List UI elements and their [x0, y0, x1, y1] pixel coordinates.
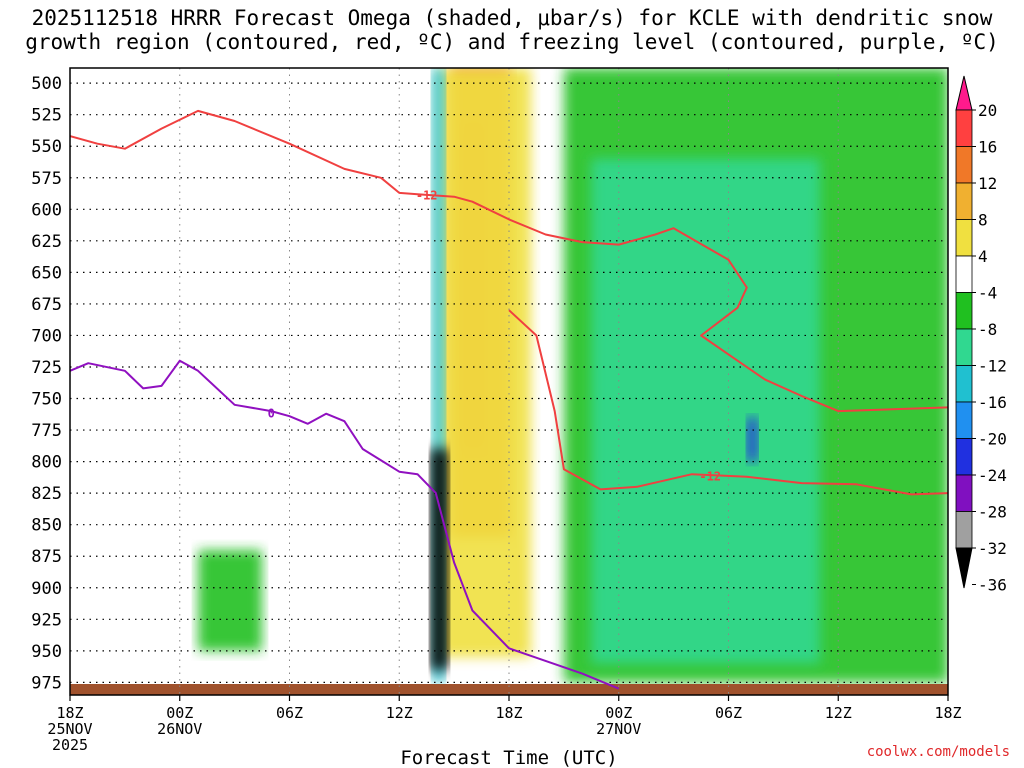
colorbar-label-10: -24 [978, 466, 1007, 485]
colorbar-swatch-11 [955, 474, 973, 512]
x-tick-label-42-0: 12Z [825, 704, 852, 722]
omega-shading [198, 68, 948, 683]
colorbar: 20 16 12 8 4 -4 -8 -12 -16 -20 -24 -28 -32 -36 [955, 75, 1007, 595]
x-axis-label: Forecast Time (UTC) [400, 747, 617, 768]
colorbar-label-4: 4 [978, 247, 988, 266]
y-tick-label-625: 625 [31, 232, 62, 252]
y-tick-label-925: 925 [31, 610, 62, 630]
colorbar-label-8: -16 [978, 393, 1007, 412]
y-tick-label-525: 525 [31, 106, 62, 126]
dgz-label-b: -12 [699, 470, 721, 484]
colorbar-arrow-bottom [955, 547, 973, 589]
dgz-isotherm-2 [508, 309, 948, 496]
y-tick-label-725: 725 [31, 358, 62, 378]
shade-ascent-inner [591, 158, 820, 664]
y-tick-label-950: 950 [31, 642, 62, 662]
x-tick-label-24-0: 18Z [495, 704, 522, 722]
colorbar-label-1: 16 [978, 138, 997, 157]
colorbar-label-12: -32 [978, 539, 1007, 558]
colorbar-label-13: -36 [978, 576, 1007, 595]
colorbar-label-11: -28 [978, 503, 1007, 522]
credit-link[interactable]: coolwx.com/models [866, 744, 1010, 760]
x-tick-label-12-0: 06Z [276, 704, 303, 722]
y-tick-label-875: 875 [31, 547, 62, 567]
y-tick-label-500: 500 [31, 74, 62, 94]
title-line-2: growth region (contoured, red, ºC) and f… [25, 30, 999, 54]
x-tick-label-48-0: 18Z [934, 704, 961, 722]
x-tick-label-0-1: 25NOV [47, 720, 92, 738]
temperature-contours: -12 -12 0 [70, 109, 948, 690]
colorbar-swatch-4 [955, 219, 973, 257]
colorbar-swatch-7 [955, 328, 973, 366]
x-tick-label-30-1: 27NOV [596, 720, 641, 738]
dgz-label-a: -12 [416, 188, 438, 202]
colorbar-swatch-6 [955, 292, 973, 330]
x-tick-label-30-0: 00Z [605, 704, 632, 722]
y-tick-label-550: 550 [31, 137, 62, 157]
y-tick-label-800: 800 [31, 453, 62, 473]
shade-weak-left-ascent [198, 549, 263, 651]
colorbar-label-9: -20 [978, 430, 1007, 449]
freezing-level-line [70, 359, 620, 690]
colorbar-label-6: -8 [978, 320, 997, 339]
colorbar-label-0: 20 [978, 101, 997, 120]
x-tick-label-36-0: 06Z [715, 704, 742, 722]
y-tick-label-750: 750 [31, 390, 62, 410]
x-tick-label-0-2: 2025 [52, 736, 88, 754]
shade-ascent-core [430, 448, 449, 670]
ground-strip [70, 684, 948, 695]
y-tick-label-600: 600 [31, 200, 62, 220]
dgz-isotherm-1 [70, 109, 948, 413]
y-tick-label-700: 700 [31, 326, 62, 346]
ground-terrain [70, 684, 948, 695]
colorbar-label-2: 12 [978, 174, 997, 193]
title-line-1: 2025112518 HRRR Forecast Omega (shaded, … [31, 6, 993, 30]
shade-descent-outer [439, 68, 531, 658]
colorbar-swatch-8 [955, 365, 973, 403]
y-tick-label-975: 975 [31, 673, 62, 693]
colorbar-swatch-10 [955, 438, 973, 476]
axes: 500 525 550 575 600 625 650 675 700 725 750 775 800 8… [31, 67, 962, 754]
shade-ascent-pocket [746, 417, 758, 462]
y-tick-label-675: 675 [31, 295, 62, 315]
colorbar-swatch-9 [955, 401, 973, 439]
y-tick-label-900: 900 [31, 579, 62, 599]
chart-title: 2025112518 HRRR Forecast Omega (shaded, … [0, 6, 1024, 54]
x-tick-label-6-1: 26NOV [157, 720, 202, 738]
colorbar-swatch-12 [955, 511, 973, 549]
x-tick-label-18-0: 12Z [386, 704, 413, 722]
colorbar-label-3: 8 [978, 211, 988, 230]
colorbar-label-7: -12 [978, 357, 1007, 376]
y-tick-label-825: 825 [31, 484, 62, 504]
x-tick-label-0-0: 18Z [56, 704, 83, 722]
colorbar-swatch-5 [955, 255, 973, 293]
colorbar-swatch-3 [955, 182, 973, 220]
colorbar-swatch-2 [955, 146, 973, 184]
y-tick-label-650: 650 [31, 263, 62, 283]
colorbar-arrow-top [955, 75, 973, 111]
y-tick-label-850: 850 [31, 516, 62, 536]
x-tick-label-6-0: 00Z [166, 704, 193, 722]
colorbar-swatch-1 [955, 109, 973, 147]
y-tick-label-575: 575 [31, 169, 62, 189]
freezing-level-label: 0 [268, 407, 275, 421]
colorbar-label-5: -4 [978, 284, 997, 303]
y-tick-label-775: 775 [31, 421, 62, 441]
